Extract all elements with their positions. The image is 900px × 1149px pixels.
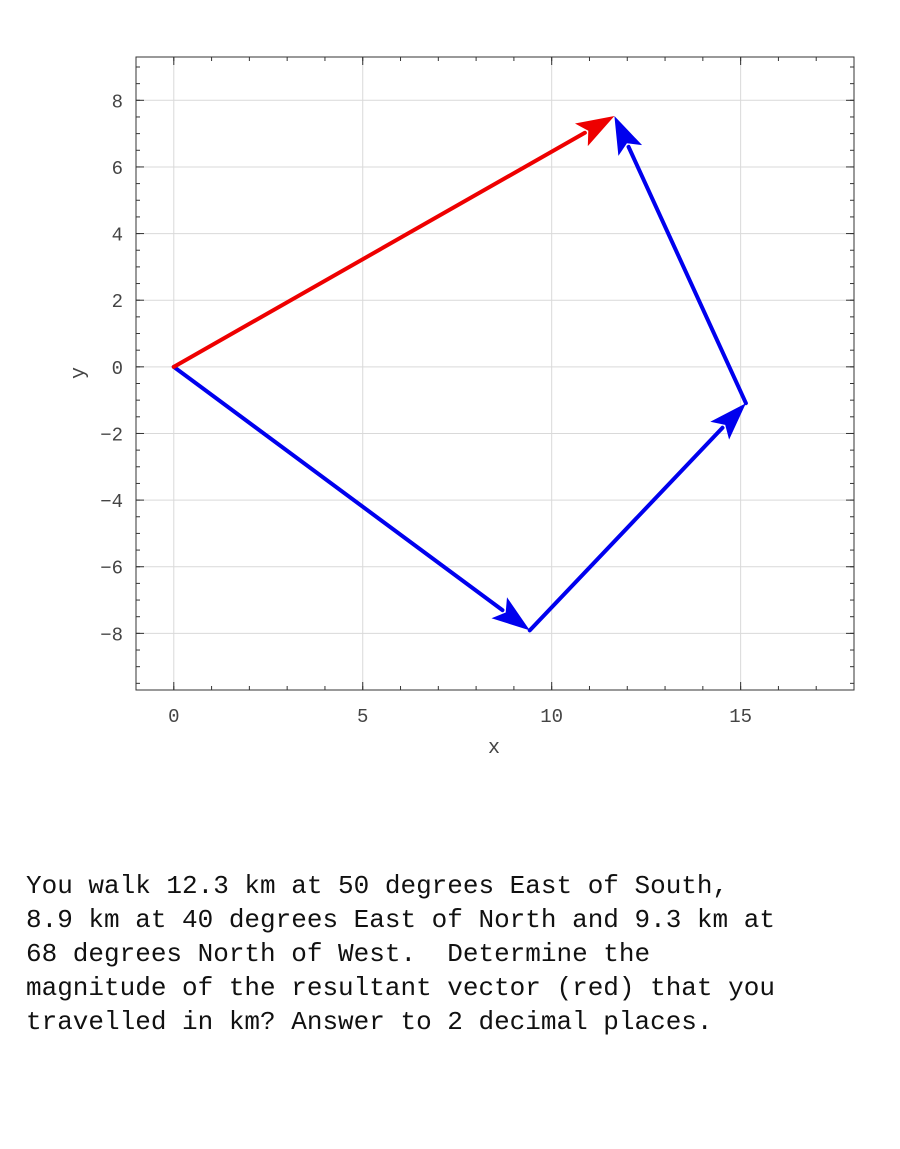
y-tick-label: 6 <box>112 158 123 180</box>
major-ticks <box>136 57 854 690</box>
question-text: You walk 12.3 km at 50 degrees East of S… <box>26 871 775 1037</box>
grid-lines <box>136 57 854 690</box>
component-vector-arrowhead <box>491 597 530 631</box>
y-tick-label: −8 <box>100 624 123 646</box>
x-axis-label: x <box>488 737 500 760</box>
component-vector-arrowhead <box>614 116 643 156</box>
x-tick-label: 0 <box>168 706 179 728</box>
x-tick-label: 5 <box>357 706 368 728</box>
resultant-vector-line <box>171 130 587 369</box>
y-tick-label: −2 <box>100 424 123 446</box>
x-tick-label: 15 <box>729 706 752 728</box>
y-tick-label: 0 <box>112 358 123 380</box>
component-vector-line <box>171 364 505 613</box>
plot-frame <box>135 56 855 691</box>
y-tick-label: −4 <box>100 491 123 513</box>
resultant-vector-arrowhead <box>575 116 615 147</box>
y-tick-label: 2 <box>112 291 123 313</box>
x-tick-labels: 0 5 10 15 <box>168 706 752 728</box>
component-vector-line <box>527 425 725 633</box>
y-tick-labels: −8 −6 −4 −2 0 2 4 6 8 <box>100 91 123 646</box>
vector-chart: 0 5 10 15 −8 −6 −4 −2 0 2 4 6 8 x y <box>68 56 855 760</box>
component-vector-line <box>626 144 748 406</box>
plot-background <box>136 57 854 690</box>
y-axis-label: y <box>68 367 91 379</box>
y-tick-label: −6 <box>100 558 123 580</box>
component-vector-arrowhead <box>710 403 746 440</box>
y-tick-label: 4 <box>112 225 123 247</box>
x-tick-label: 10 <box>540 706 563 728</box>
vectors-group <box>171 116 748 633</box>
y-tick-label: 8 <box>112 91 123 113</box>
